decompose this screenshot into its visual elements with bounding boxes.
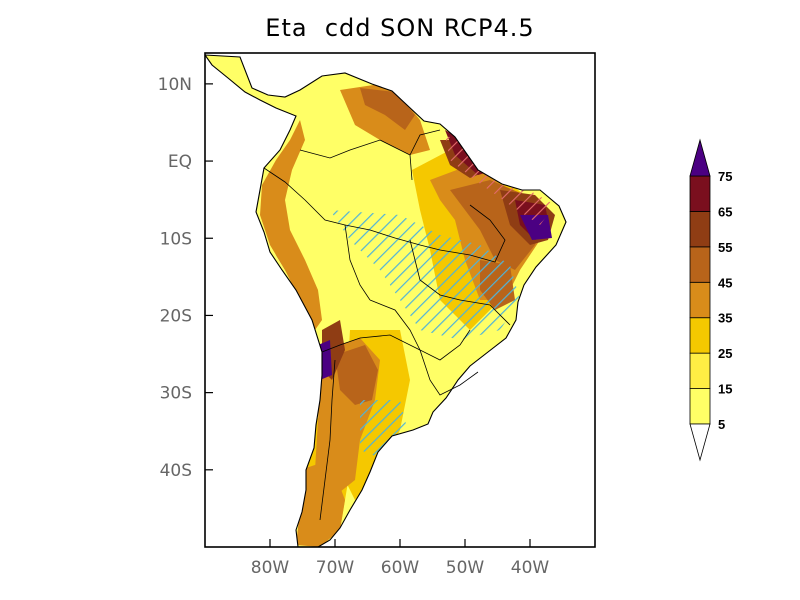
border-brazil-states-2: [459, 299, 511, 326]
lat-tick-label: 20S: [160, 306, 192, 326]
cdd-class-25-35-north: [340, 84, 430, 155]
cdd-class-35-45-argentina: [335, 345, 378, 405]
border-chile-argentina: [319, 359, 336, 521]
border-ecuador-peru: [263, 167, 346, 226]
border-uruguay: [419, 349, 479, 396]
latitude-axis: 10N EQ 10S 20S 30S 40S: [158, 75, 213, 481]
colorbar-swatch: [689, 317, 711, 354]
border-brazil-states-1: [439, 204, 506, 263]
map-title: Eta cdd SON RCP4.5: [265, 14, 535, 42]
lon-tick-label: 40W: [511, 558, 550, 578]
colorbar-swatch: [689, 246, 711, 283]
colorbar-level-label: 45: [718, 275, 732, 290]
lat-tick-label: EQ: [168, 152, 192, 172]
border-brazil-states-3: [409, 239, 461, 301]
lon-tick-label: 70W: [316, 558, 355, 578]
colorbar-swatch: [689, 211, 711, 248]
lat-tick-label: 10S: [160, 229, 192, 249]
border-chile-argentina-north: [321, 334, 421, 353]
colorbar: 5 15 25 35 45 55 65 75: [689, 138, 732, 462]
significance-hatch-central: [330, 210, 520, 340]
border-guyana: [409, 129, 441, 156]
border-peru-bolivia: [344, 224, 371, 301]
lat-tick-label: 30S: [160, 384, 192, 404]
colorbar-swatch: [689, 281, 711, 319]
cdd-class-35-45-venezuela: [360, 88, 415, 130]
colorbar-level-label: 35: [718, 311, 732, 326]
colorbar-swatch: [689, 388, 711, 425]
land-fill: [205, 55, 566, 547]
lat-tick-label: 40S: [160, 461, 192, 481]
colorbar-level-label: 65: [718, 204, 732, 219]
longitude-axis: 80W 70W 60W 50W 40W: [251, 539, 550, 578]
colorbar-level-label: 5: [718, 417, 725, 432]
colorbar-level-label: 55: [718, 240, 732, 255]
lon-tick-label: 50W: [446, 558, 485, 578]
country-borders: [263, 129, 511, 521]
colorbar-swatch: [689, 352, 711, 389]
colorbar-level-label: 25: [718, 346, 732, 361]
colorbar-level-label: 75: [718, 169, 732, 184]
cdd-class-25-35-far-south: [296, 460, 345, 547]
lat-tick-label: 10N: [158, 75, 192, 95]
map-area: [205, 54, 567, 547]
lon-tick-label: 60W: [381, 558, 420, 578]
border-colombia-venezuela: [299, 139, 413, 181]
colorbar-level-label: 15: [718, 382, 732, 397]
border-brazil-bolivia: [344, 224, 441, 251]
colorbar-swatch: [689, 175, 711, 212]
cdd-class-25-35-andes-ridge: [260, 120, 322, 330]
cdd-class-75plus-northeast: [520, 215, 552, 240]
lon-tick-label: 80W: [251, 558, 290, 578]
colorbar-high-extension: [689, 138, 711, 177]
colorbar-low-extension: [689, 423, 711, 462]
